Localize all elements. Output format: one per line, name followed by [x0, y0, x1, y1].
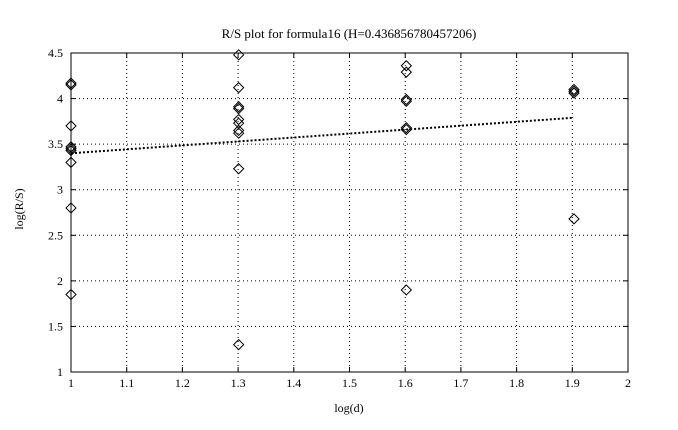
data-point-diamond	[568, 83, 580, 96]
data-point-diamond	[232, 117, 245, 129]
chart-title: R/S plot for formula16 (H=0.436856780457…	[222, 26, 477, 41]
data-point-diamond	[232, 127, 245, 139]
data-point-diamond	[232, 102, 245, 115]
data-point-diamond	[232, 113, 245, 126]
data-point-diamond	[232, 81, 245, 94]
data-point-diamond	[232, 338, 245, 351]
data-point-diamond	[65, 79, 77, 91]
regression-line	[70, 116, 575, 155]
data-point-diamond	[65, 288, 77, 301]
data-point-diamond	[232, 163, 245, 175]
plot-area-frame	[70, 52, 629, 373]
data-point-diamond	[568, 87, 580, 99]
y-tick-label: 1	[57, 365, 63, 379]
y-axis: 1 1.5 2 2.5 3 3.5 4 4.5	[48, 46, 628, 379]
x-tick-label: 1.2	[175, 376, 190, 390]
data-point-diamond	[65, 142, 77, 155]
y-tick-label: 4.5	[48, 46, 63, 60]
data-point-diamond	[65, 120, 77, 132]
grid-lines	[71, 53, 628, 372]
data-point-diamond	[232, 49, 245, 61]
y-tick-label: 1.5	[48, 319, 63, 333]
data-point-diamond	[400, 123, 413, 136]
data-point-diamond	[568, 213, 580, 225]
data-point-diamond	[65, 202, 77, 214]
data-point-diamond	[232, 124, 245, 137]
x-tick-label: 1.7	[453, 376, 468, 390]
data-point-diamond	[65, 144, 77, 157]
scatter-points-series	[65, 49, 580, 351]
x-tick-label: 1.8	[509, 376, 524, 390]
x-tick-label: 1.1	[119, 376, 134, 390]
data-point-diamond	[400, 93, 413, 106]
y-tick-label: 3	[57, 183, 63, 197]
x-axis-label: log(d)	[334, 401, 363, 415]
y-tick-label: 2	[57, 274, 63, 288]
x-tick-label: 1.5	[342, 376, 357, 390]
data-point-diamond	[568, 85, 580, 97]
x-tick-label: 1.9	[565, 376, 580, 390]
y-tick-label: 3.5	[48, 137, 63, 151]
data-point-diamond	[400, 122, 413, 134]
y-axis-label: log(R/S)	[12, 188, 26, 229]
regression-line-series	[70, 116, 575, 155]
x-tick-label: 2	[625, 376, 631, 390]
x-tick-label: 1	[68, 376, 74, 390]
data-point-diamond	[400, 60, 413, 72]
x-tick-label: 1.3	[231, 376, 246, 390]
y-tick-label: 2.5	[48, 228, 63, 242]
data-point-diamond	[65, 77, 77, 89]
data-point-diamond	[400, 284, 413, 296]
data-point-diamond	[400, 66, 413, 78]
y-tick-label: 4	[57, 92, 63, 106]
data-point-diamond	[232, 101, 245, 113]
data-point-diamond	[65, 156, 77, 169]
data-point-diamond	[65, 141, 77, 153]
data-point-diamond	[400, 95, 413, 108]
x-tick-label: 1.6	[398, 376, 413, 390]
x-axis: 1 1.1 1.2 1.3 1.4 1.5 1.6 1.7 1.8 1.9 2	[68, 53, 631, 390]
x-tick-label: 1.4	[286, 376, 301, 390]
